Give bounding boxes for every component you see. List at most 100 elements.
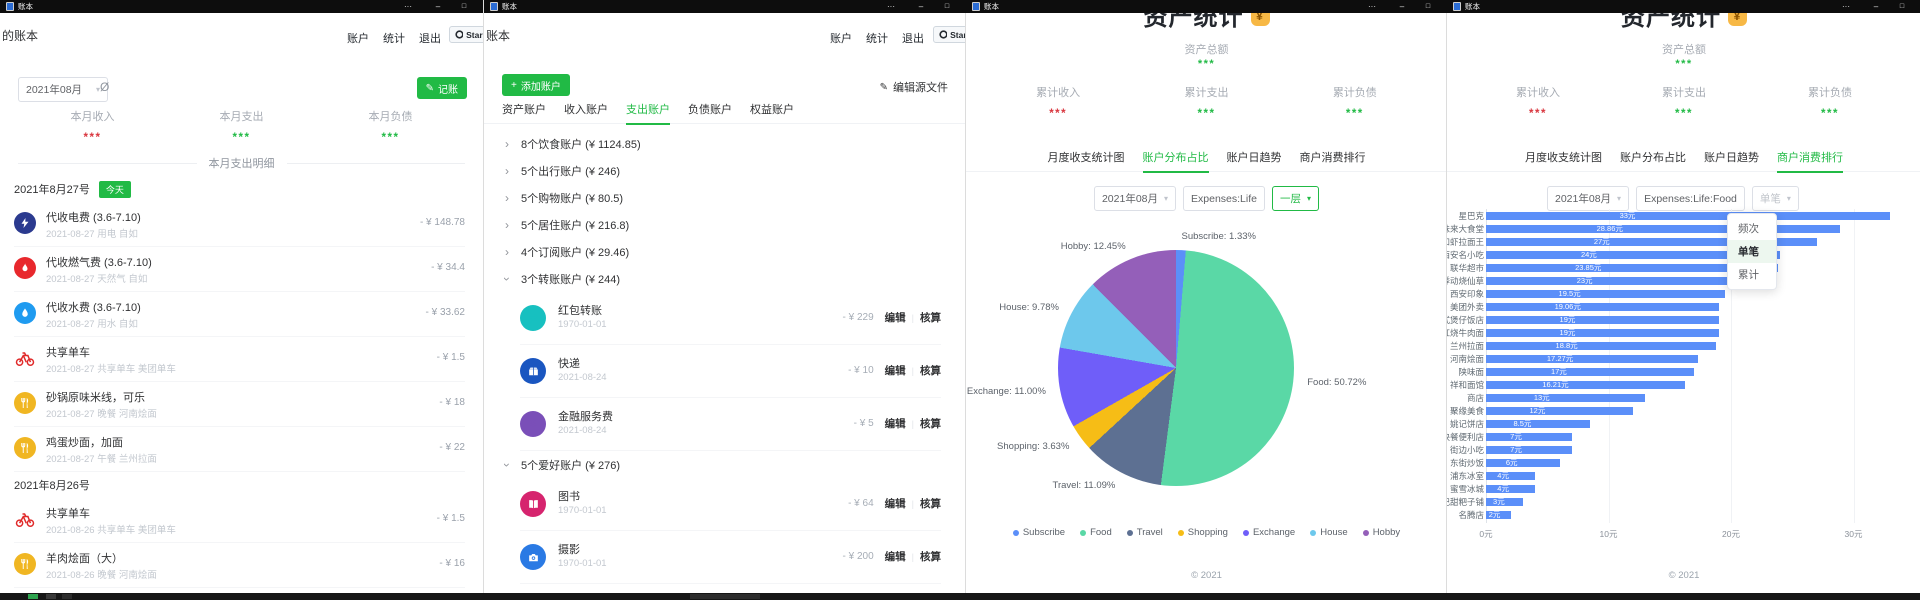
window-menu-icon[interactable]: ···	[404, 2, 412, 11]
nav-accounts[interactable]: 账户	[830, 33, 852, 45]
account-group-header[interactable]: › 5个购物账户 (¥ 80.5)	[484, 184, 966, 211]
taskbar-app-icon[interactable]	[28, 594, 38, 599]
legend-item[interactable]: Shopping	[1177, 527, 1228, 538]
category-filter-input[interactable]: Expenses:Life:Food	[1636, 186, 1745, 211]
legend-item[interactable]: Hobby	[1362, 527, 1400, 538]
nav-logout[interactable]: 退出	[419, 33, 441, 45]
nav-accounts[interactable]: 账户	[347, 33, 369, 45]
window-maximize-icon[interactable]: □	[1899, 3, 1905, 10]
hide-amounts-icon[interactable]: Ø	[100, 80, 110, 94]
account-group-header[interactable]: › 5个居住账户 (¥ 216.8)	[484, 211, 966, 238]
dropdown-menu-item[interactable]: 累计	[1738, 269, 1759, 281]
account-edit-action[interactable]: 编辑	[884, 312, 906, 324]
window-menu-icon[interactable]: ···	[1368, 2, 1376, 11]
nav-statistics[interactable]: 统计	[866, 33, 888, 45]
account-edit-action[interactable]: 编辑	[884, 365, 906, 377]
account-audit-action[interactable]: 核算	[920, 312, 941, 324]
github-stars-badge[interactable]: Stars	[449, 26, 483, 43]
window-maximize-icon[interactable]: □	[461, 3, 467, 10]
dropdown-menu-item[interactable]: 频次	[1738, 223, 1759, 235]
account-edit-action[interactable]: 编辑	[884, 418, 906, 430]
legend-item[interactable]: Subscribe	[1012, 527, 1065, 538]
legend-item[interactable]: Food	[1080, 527, 1112, 538]
tab-stats-3[interactable]: 商户消费排行	[1777, 149, 1843, 173]
account-audit-action[interactable]: 核算	[920, 551, 941, 563]
legend-dot	[1242, 529, 1249, 536]
transaction-row[interactable]: 共享单车 2021-08-27 共享单车 美团单车 - ¥ 1.5	[14, 337, 465, 382]
legend-item[interactable]: Travel	[1126, 527, 1163, 538]
nav-logout[interactable]: 退出	[902, 33, 924, 45]
month-select[interactable]: 2021年08月 ▾	[1547, 186, 1630, 211]
account-edit-action[interactable]: 编辑	[884, 498, 906, 510]
window-minimize-icon[interactable]: –	[435, 2, 441, 11]
transaction-row[interactable]: 羊肉烩面（大） 2021-08-26 晚餐 河南烩面 - ¥ 16	[14, 543, 465, 588]
window-minimize-icon[interactable]: –	[1399, 2, 1405, 11]
account-edit-action[interactable]: 编辑	[884, 551, 906, 563]
taskbar-icon[interactable]	[62, 594, 72, 599]
account-group-header[interactable]: › 4个订阅账户 (¥ 29.46)	[484, 238, 966, 265]
tab-stats-2[interactable]: 账户日趋势	[1226, 152, 1282, 164]
taskbar-icon[interactable]	[46, 594, 56, 599]
transaction-row[interactable]: 代收电费 (3.6-7.10) 2021-08-27 用电 自如 - ¥ 148.7…	[14, 202, 465, 247]
account-row[interactable]: 门票1970-01-01编辑|核算	[520, 584, 941, 593]
account-group-header[interactable]: › 8个饮食账户 (¥ 1124.85)	[484, 130, 966, 157]
category-filter-input[interactable]: Expenses:Life	[1183, 186, 1265, 211]
window-maximize-icon[interactable]: □	[1425, 3, 1431, 10]
tab-stats-3[interactable]: 商户消费排行	[1299, 152, 1366, 164]
nav-statistics[interactable]: 统计	[383, 33, 405, 45]
account-row[interactable]: ⇄ 红包转账 1970-01-01 - ¥ 229 编辑 | 核算	[520, 292, 941, 345]
account-date: 1970-01-01	[558, 505, 607, 516]
depth-select[interactable]: 一层 ▾	[1272, 186, 1320, 211]
account-audit-action[interactable]: 核算	[920, 418, 941, 430]
summary-label: 累计支出	[1184, 87, 1229, 99]
tab-account-type-0[interactable]: 资产账户	[502, 104, 546, 116]
transaction-row[interactable]: 鸡蛋炒面，加面 2021-08-27 午餐 兰州拉面 - ¥ 22	[14, 427, 465, 472]
window-maximize-icon[interactable]: □	[944, 3, 950, 10]
tab-stats-1[interactable]: 账户分布占比	[1620, 152, 1686, 164]
window-minimize-icon[interactable]: –	[1873, 2, 1879, 11]
account-row[interactable]: ¥ 金融服务费 2021-08-24 - ¥ 5 编辑 | 核算	[520, 398, 941, 451]
add-account-button[interactable]: + 添加账户	[502, 74, 570, 96]
summary-item: 本月负债 ***	[316, 108, 465, 144]
taskbar-icon[interactable]	[690, 594, 760, 599]
account-row[interactable]: 摄影 1970-01-01 - ¥ 200 编辑 | 核算	[520, 531, 941, 584]
chevron-right-icon: ›	[505, 217, 509, 232]
window-minimize-icon[interactable]: –	[918, 2, 924, 11]
summary-label: 累计负债	[1808, 87, 1852, 99]
legend-item[interactable]: Exchange	[1242, 527, 1295, 538]
transaction-row[interactable]: 砂锅原味米线，可乐 2021-08-27 晚餐 河南烩面 - ¥ 18	[14, 382, 465, 427]
tab-stats-0[interactable]: 月度收支统计图	[1525, 152, 1602, 164]
tab-stats-0[interactable]: 月度收支统计图	[1047, 152, 1125, 164]
tab-account-type-3[interactable]: 负债账户	[688, 104, 732, 116]
edit-source-button[interactable]: ✎ 编辑源文件	[880, 79, 948, 95]
account-audit-action[interactable]: 核算	[920, 498, 941, 510]
taskbar[interactable]	[0, 593, 1920, 600]
window-menu-icon[interactable]: ···	[1842, 2, 1850, 11]
tab-stats-2[interactable]: 账户日趋势	[1704, 152, 1759, 164]
tab-account-type-2[interactable]: 支出账户	[626, 101, 670, 125]
legend-item[interactable]: House	[1310, 527, 1348, 538]
account-row[interactable]: 快递 2021-08-24 - ¥ 10 编辑 | 核算	[520, 345, 941, 398]
account-audit-action[interactable]: 核算	[920, 365, 941, 377]
record-button[interactable]: ✎ 记账	[416, 77, 467, 99]
month-select[interactable]: 2021年08月 ▾	[18, 77, 108, 102]
dropdown-menu-item[interactable]: 单笔	[1728, 240, 1776, 263]
date-label: 2021年8月26号	[14, 480, 90, 492]
account-row[interactable]: 图书 1970-01-01 - ¥ 64 编辑 | 核算	[520, 478, 941, 531]
bar-row: 河南烩面 17.27元	[1447, 352, 1915, 365]
github-stars-badge[interactable]: Stars	[933, 26, 966, 43]
account-group-header[interactable]: › 5个爱好账户 (¥ 276)	[484, 451, 966, 478]
tab-account-type-4[interactable]: 权益账户	[750, 104, 794, 116]
transaction-row[interactable]: 代收燃气费 (3.6-7.10) 2021-08-27 天然气 自如 - ¥ 34.…	[14, 247, 465, 292]
window-menu-icon[interactable]: ···	[887, 2, 895, 11]
tab-stats-1[interactable]: 账户分布占比	[1142, 149, 1209, 173]
account-group-header[interactable]: › 5个出行账户 (¥ 246)	[484, 157, 966, 184]
month-select[interactable]: 2021年08月 ▾	[1093, 186, 1177, 211]
transaction-row[interactable]: 共享单车 2021-08-26 共享单车 美团单车 - ¥ 1.5	[14, 498, 465, 543]
mode-select[interactable]: 单笔 ▾	[1751, 186, 1799, 211]
transaction-row[interactable]: 代收水费 (3.6-7.10) 2021-08-27 用水 自如 - ¥ 33.62	[14, 292, 465, 337]
bar-value-label: 33元	[1619, 210, 1636, 220]
bar-segment: 17元	[1486, 367, 1695, 376]
account-group-header[interactable]: › 3个转账账户 (¥ 244)	[484, 265, 966, 292]
tab-account-type-1[interactable]: 收入账户	[564, 104, 608, 116]
